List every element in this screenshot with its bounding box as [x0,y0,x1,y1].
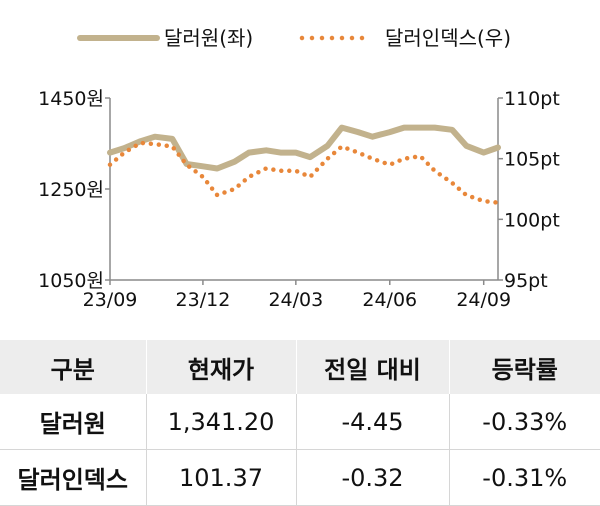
row-name: 달러인덱스 [0,450,146,506]
row-change: -4.45 [296,394,449,450]
table-row: 달러인덱스 101.37 -0.32 -0.31% [0,450,600,506]
row-name: 달러원 [0,394,146,450]
right-axis-tick-label: 100pt [504,209,560,231]
series-line-dollar-index [110,143,498,203]
x-axis-tick-label: 23/12 [176,289,231,311]
x-axis-tick-label: 24/03 [268,289,323,311]
header-change: 전일 대비 [296,340,449,394]
x-axis-tick-label: 24/09 [456,289,511,311]
x-axis-tick-label: 23/09 [83,289,138,311]
header-current-price: 현재가 [146,340,296,394]
quote-table: 구분 현재가 전일 대비 등락률 달러원 1,341.20 -4.45 -0.3… [0,340,600,506]
legend-label-usd-krw: 달러원(좌) [164,26,253,50]
table-row: 달러원 1,341.20 -4.45 -0.33% [0,394,600,450]
row-change-rate: -0.33% [449,394,600,450]
row-change-rate: -0.31% [449,450,600,506]
header-category: 구분 [0,340,146,394]
left-axis-tick-label: 1450원 [38,88,104,110]
legend-label-dollar-index: 달러인덱스(우) [385,26,511,50]
series-line-usd-krw [110,128,498,169]
table-header-row: 구분 현재가 전일 대비 등락률 [0,340,600,394]
right-axis-tick-label: 110pt [504,88,560,110]
row-current-price: 1,341.20 [146,394,296,450]
row-change: -0.32 [296,450,449,506]
right-axis-tick-label: 105pt [504,149,560,171]
left-axis-tick-label: 1250원 [38,179,104,201]
header-change-rate: 등락률 [449,340,600,394]
row-current-price: 101.37 [146,450,296,506]
x-axis-tick-label: 24/06 [362,289,417,311]
